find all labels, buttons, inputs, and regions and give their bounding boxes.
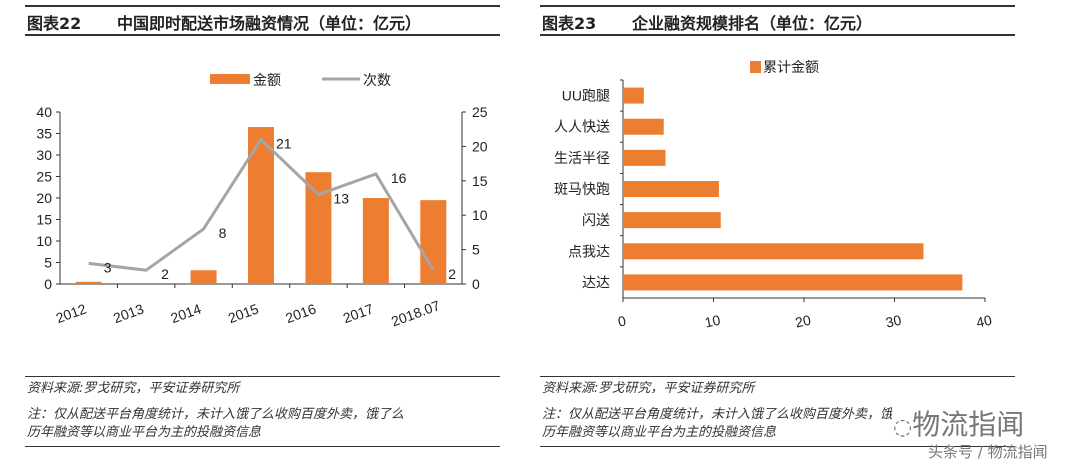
x-tick-label: 2012 bbox=[54, 300, 89, 326]
bottom-rule-left bbox=[25, 446, 500, 447]
right-chart-title: 图表23 企业融资规模排名（单位：亿元） bbox=[542, 10, 872, 34]
legend-label: 累计金额 bbox=[763, 59, 819, 75]
x-tick-label: 40 bbox=[975, 312, 994, 331]
right-y-tick-label: 0 bbox=[472, 276, 480, 292]
y-tick-label: 生活半径 bbox=[554, 150, 610, 166]
figure-number: 图表23 bbox=[542, 14, 597, 33]
x-tick-label: 2015 bbox=[226, 300, 261, 326]
bar-2014 bbox=[190, 270, 217, 284]
bar-2015 bbox=[248, 127, 274, 284]
bottom-rule-right bbox=[540, 446, 1015, 447]
line-data-label: 3 bbox=[104, 259, 112, 275]
line-series-次数 bbox=[88, 137, 435, 272]
line-data-label: 13 bbox=[333, 191, 349, 207]
note-right-line2: 历年融资等以商业平台为主的投融资信息 bbox=[542, 425, 777, 440]
source-rule-left bbox=[25, 376, 500, 377]
x-tick-label: 2017 bbox=[341, 300, 376, 326]
left-y-tick-label: 5 bbox=[44, 255, 52, 271]
x-tick-label: 0 bbox=[616, 312, 627, 329]
left-y-tick-label: 40 bbox=[36, 104, 52, 120]
right-y-tick-label: 5 bbox=[472, 242, 480, 258]
figure-number: 图表22 bbox=[27, 14, 82, 33]
y-tick-label: 人人快送 bbox=[554, 119, 610, 135]
bar-2012 bbox=[75, 281, 102, 284]
line-data-label: 16 bbox=[391, 170, 407, 186]
note-left-line2: 历年融资等以商业平台为主的投融资信息 bbox=[27, 425, 262, 440]
note-right-line1: 注：仅从配送平台角度统计，未计入饿了么收购百度外卖，饿了么 bbox=[542, 407, 892, 422]
left-y-tick-label: 15 bbox=[36, 212, 52, 228]
bar-UU跑腿 bbox=[623, 87, 644, 104]
y-tick-label: 闪送 bbox=[582, 212, 610, 228]
source-right: 资料来源:罗戈研究，平安证券研究所 bbox=[542, 381, 755, 396]
y-tick-label: 达达 bbox=[582, 274, 610, 290]
bar-人人快送 bbox=[623, 118, 664, 135]
line-data-label: 8 bbox=[219, 225, 227, 241]
top-rule-left bbox=[25, 5, 500, 7]
line-data-label: 21 bbox=[276, 136, 292, 152]
x-tick-label: 2016 bbox=[283, 300, 318, 326]
left-y-tick-label: 10 bbox=[36, 233, 52, 249]
x-tick-label: 20 bbox=[794, 312, 813, 331]
right-y-tick-label: 25 bbox=[472, 104, 488, 120]
legend-label: 次数 bbox=[363, 72, 391, 88]
y-tick-label: 点我达 bbox=[568, 243, 610, 259]
title-text: 中国即时配送市场融资情况（单位：亿元） bbox=[117, 14, 422, 33]
title-text: 企业融资规模排名（单位：亿元） bbox=[632, 14, 873, 33]
left-chart-title: 图表22 中国即时配送市场融资情况（单位：亿元） bbox=[27, 10, 421, 34]
wechat-bubble-icon: ◌ bbox=[893, 415, 913, 440]
left-y-tick-label: 25 bbox=[36, 169, 52, 185]
x-tick-label: 30 bbox=[884, 312, 903, 331]
title-rule-right bbox=[540, 34, 1015, 36]
left-y-tick-label: 30 bbox=[36, 147, 52, 163]
note-left-line1: 注：仅从配送平台角度统计，未计入饿了么收购百度外卖，饿了么 bbox=[27, 407, 405, 422]
left-y-tick-label: 35 bbox=[36, 126, 52, 142]
source-left: 资料来源:罗戈研究，平安证券研究所 bbox=[27, 381, 240, 396]
legend-swatch-金额 bbox=[210, 74, 250, 84]
y-tick-label: 斑马快跑 bbox=[554, 181, 610, 197]
x-tick-label: 2013 bbox=[111, 300, 146, 326]
title-rule-left bbox=[25, 34, 500, 36]
x-tick-label: 2014 bbox=[168, 300, 203, 326]
line-data-label: 2 bbox=[161, 266, 169, 282]
top-rule-right bbox=[540, 5, 1015, 7]
left-y-tick-label: 0 bbox=[44, 276, 52, 292]
x-tick-label: 2018.07 bbox=[389, 297, 442, 329]
bar-2016 bbox=[305, 172, 332, 284]
legend-label: 金额 bbox=[253, 72, 281, 88]
bar-闪送 bbox=[623, 212, 721, 229]
line-data-label: 2 bbox=[448, 266, 456, 282]
right-y-tick-label: 15 bbox=[472, 173, 488, 189]
bar-2017 bbox=[362, 198, 389, 284]
right-y-tick-label: 20 bbox=[472, 138, 488, 154]
y-tick-label: UU跑腿 bbox=[562, 88, 610, 104]
x-tick-label: 10 bbox=[703, 312, 722, 331]
legend-swatch bbox=[750, 61, 761, 73]
source-rule-right bbox=[540, 376, 1015, 377]
bar-生活半径 bbox=[623, 149, 666, 166]
bar-点我达 bbox=[623, 243, 924, 260]
bar-2018.07 bbox=[420, 200, 447, 284]
watermark-logo-text: 物流指闻 bbox=[912, 408, 1025, 441]
left-y-tick-label: 20 bbox=[36, 190, 52, 206]
watermark-credit: 头条号 / 物流指闻 bbox=[928, 443, 1048, 461]
bar-达达 bbox=[623, 274, 963, 291]
watermark-logo: ◌物流指闻 bbox=[893, 403, 1024, 443]
right-y-tick-label: 10 bbox=[472, 207, 488, 223]
bar-斑马快跑 bbox=[623, 181, 719, 197]
